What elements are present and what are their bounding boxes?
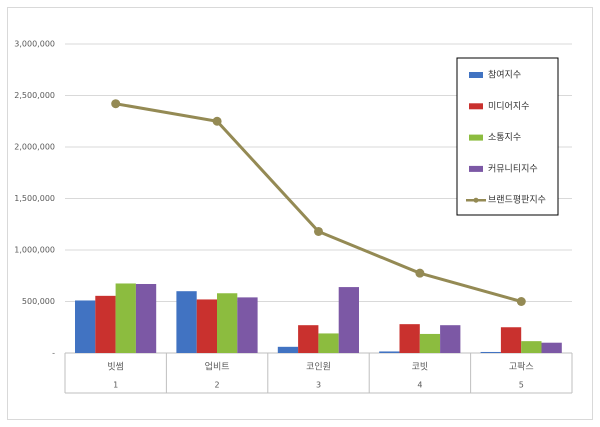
bar	[521, 341, 542, 353]
bar	[338, 287, 359, 353]
legend-label: 브랜드평판지수	[488, 195, 546, 206]
legend-swatch	[469, 165, 483, 172]
x-tick-label: 고팍스	[509, 362, 534, 373]
y-tick-label: 500,000	[22, 297, 55, 306]
bar	[237, 297, 258, 353]
bar	[196, 299, 217, 353]
y-tick-label: 1,500,000	[14, 194, 55, 203]
legend-label: 참여지수	[488, 69, 521, 81]
y-tick-label: -	[52, 349, 55, 358]
line-marker	[314, 226, 323, 236]
bar	[217, 293, 238, 353]
bar	[318, 333, 339, 353]
legend-swatch	[469, 103, 483, 110]
y-tick-label: 3,000,000	[14, 40, 55, 49]
bar	[75, 300, 96, 353]
line-marker	[212, 116, 222, 126]
x-tick-label: 빗썸	[107, 362, 124, 373]
x-tick-label: 업비트	[205, 362, 230, 373]
legend-marker	[473, 197, 479, 203]
bar	[176, 291, 197, 353]
bar	[95, 295, 116, 353]
bar	[440, 325, 461, 353]
y-tick-label: 1,000,000	[14, 246, 55, 255]
x-tick-number: 3	[316, 381, 321, 390]
x-tick-label: 코인원	[306, 362, 331, 373]
line-marker	[415, 268, 425, 278]
bar	[277, 346, 299, 353]
bar	[500, 327, 522, 353]
x-tick-number: 2	[215, 381, 220, 390]
legend-swatch	[469, 72, 483, 78]
legend-swatch	[469, 134, 483, 141]
x-tick-number: 1	[113, 381, 118, 390]
line-marker	[111, 99, 121, 109]
bar	[541, 342, 562, 353]
y-tick-label: 2,000,000	[14, 143, 55, 152]
y-tick-label: 2,500,000	[14, 91, 55, 100]
legend-label: 커뮤니티지수	[488, 163, 538, 174]
x-tick-label: 코빗	[412, 362, 429, 373]
bar	[135, 283, 157, 353]
bar	[480, 351, 501, 353]
line-marker	[516, 297, 526, 306]
bar	[298, 325, 319, 353]
x-tick-number: 5	[519, 381, 524, 390]
legend-label: 소통지수	[488, 132, 521, 143]
legend-label: 미디어지수	[488, 101, 529, 112]
bar	[115, 283, 136, 353]
x-tick-number: 4	[417, 381, 422, 390]
bar	[379, 351, 400, 353]
bar	[419, 333, 441, 353]
bar	[399, 324, 420, 353]
